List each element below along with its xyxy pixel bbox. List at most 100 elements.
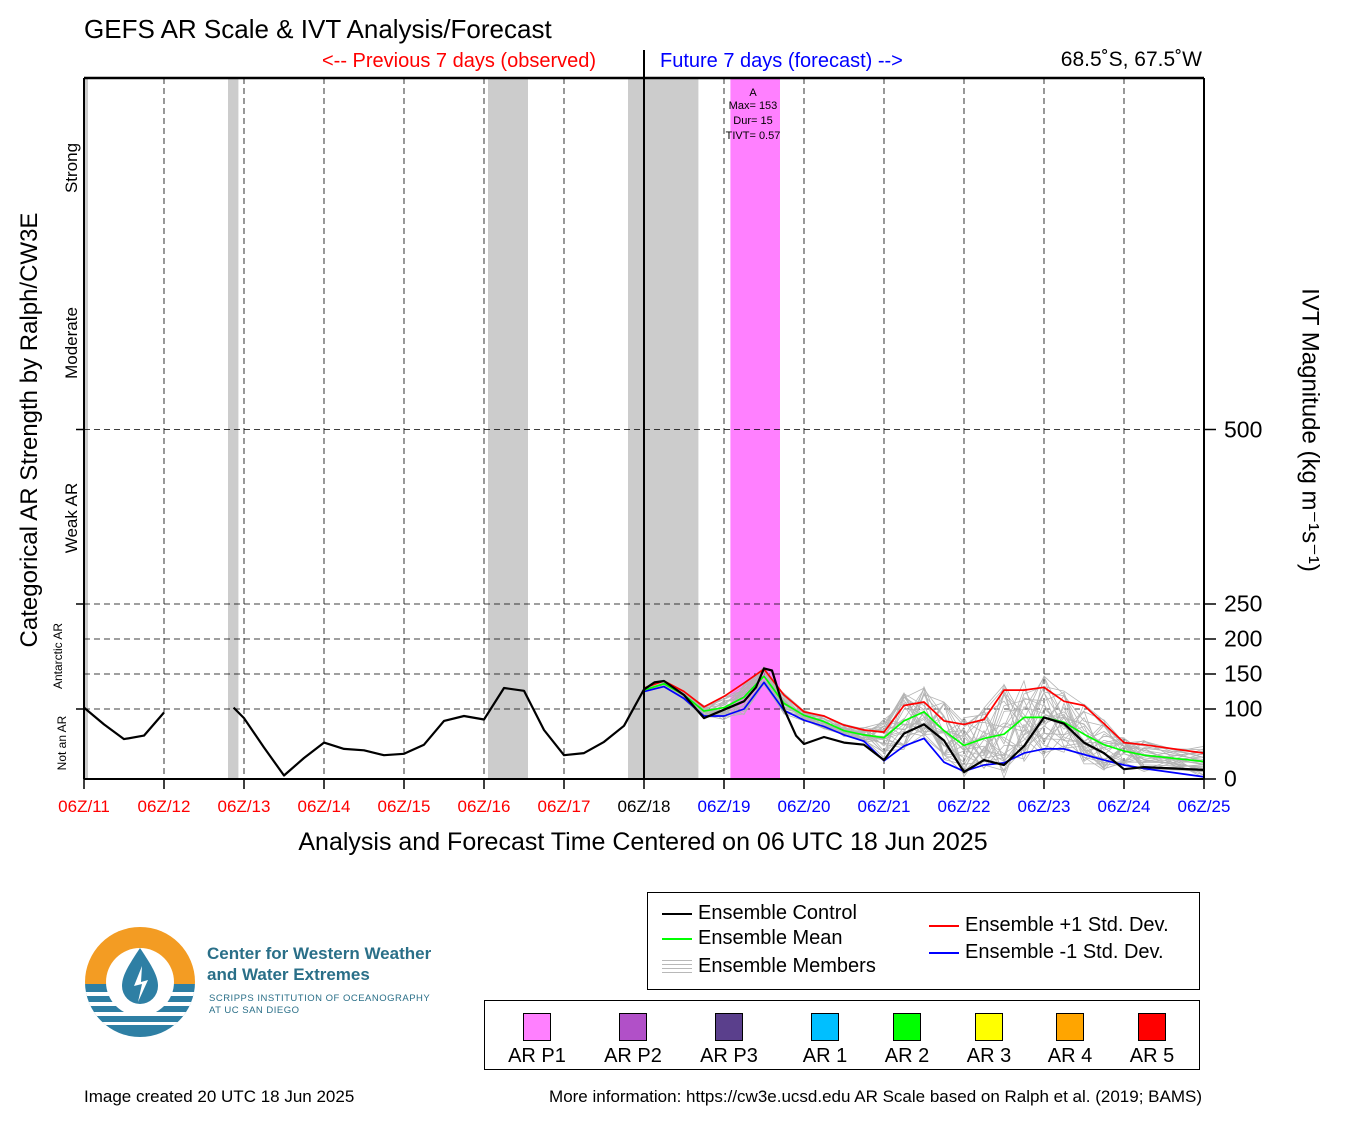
legend-mean-label: Ensemble Mean bbox=[698, 927, 843, 949]
ar-event-max: Max= 153 bbox=[728, 100, 778, 112]
y-tick-500: 500 bbox=[1224, 416, 1263, 443]
y-tick-0: 0 bbox=[1224, 765, 1237, 792]
ar-cat-4-swatch bbox=[1056, 1013, 1084, 1041]
legend-members: Ensemble Members bbox=[662, 955, 876, 978]
ensemble-member-line-20 bbox=[643, 683, 1205, 773]
legend-minus-sd: Ensemble -1 Std. Dev. bbox=[929, 941, 1164, 964]
x-tick-label: 06Z/25 bbox=[1177, 797, 1231, 816]
gray-period-2 bbox=[488, 78, 528, 779]
ar-cat-2: AR 2 bbox=[866, 1001, 948, 1068]
x-tick-label: 06Z/15 bbox=[377, 797, 431, 816]
legend-plus-sd-label: Ensemble +1 Std. Dev. bbox=[965, 914, 1169, 936]
x-tick-label: 06Z/17 bbox=[537, 797, 591, 816]
ar-cat-p2-swatch bbox=[619, 1013, 647, 1041]
legend-plus-sd: Ensemble +1 Std. Dev. bbox=[929, 914, 1169, 937]
ar-cat-3-label: AR 3 bbox=[966, 1045, 1012, 1067]
cw3e-logo bbox=[84, 926, 196, 1038]
ensemble-member-line-22 bbox=[643, 676, 1205, 774]
x-tick-label: 06Z/14 bbox=[297, 797, 351, 816]
ar-cat-1-swatch bbox=[811, 1013, 839, 1041]
x-tick-label: 06Z/11 bbox=[58, 797, 110, 816]
ar-cat-1-label: AR 1 bbox=[802, 1045, 848, 1067]
x-tick-label: 06Z/23 bbox=[1017, 797, 1071, 816]
x-tick-label: 06Z/20 bbox=[777, 797, 831, 816]
y-tick-150: 150 bbox=[1224, 660, 1263, 687]
x-tick-label: 06Z/22 bbox=[937, 797, 991, 816]
ar-event-label: A bbox=[749, 87, 757, 99]
ar-cat-p3-swatch bbox=[715, 1013, 743, 1041]
org-name-line1: Center for Western Weather bbox=[207, 944, 432, 963]
legend-minus-sd-label: Ensemble -1 Std. Dev. bbox=[965, 941, 1164, 963]
ensemble-member-line-27 bbox=[643, 675, 1205, 771]
category-weak: Weak AR bbox=[62, 482, 81, 554]
x-tick-label: 06Z/13 bbox=[217, 797, 271, 816]
ar-category-legend: AR P1 AR P2 AR P3 AR 1 AR 2 AR 3 AR 4 AR… bbox=[484, 1000, 1200, 1070]
legend-control-swatch bbox=[662, 912, 692, 915]
org-subtitle: SCRIPPS INSTITUTION OF OCEANOGRAPHY AT U… bbox=[209, 993, 430, 1017]
category-antarctic: Antarctic AR bbox=[51, 622, 65, 690]
ar-event-tivt: TIVT= 0.57 bbox=[725, 130, 781, 142]
legend-minus-sd-swatch bbox=[929, 951, 959, 954]
x-tick-label: 06Z/24 bbox=[1097, 797, 1151, 816]
legend-control-label: Ensemble Control bbox=[698, 902, 857, 924]
ensemble-member-line-21 bbox=[643, 670, 1205, 772]
legend-members-swatch bbox=[662, 959, 692, 974]
gray-period-0 bbox=[84, 78, 88, 779]
ensemble-1-std-dev--line-0 bbox=[643, 668, 1205, 754]
x-axis-title: Analysis and Forecast Time Centered on 0… bbox=[298, 828, 988, 856]
footer-created: Image created 20 UTC 18 Jun 2025 bbox=[84, 1087, 355, 1106]
location-label: 68.5˚S, 67.5˚W bbox=[1060, 48, 1202, 71]
category-not-ar: Not an AR bbox=[55, 715, 69, 771]
right-axis-title: IVT Magnitude (kg m⁻¹s⁻¹) bbox=[1296, 288, 1324, 572]
ensemble-member-line-17 bbox=[643, 665, 1205, 779]
ar-cat-4: AR 4 bbox=[1029, 1001, 1111, 1068]
future-days-label: Future 7 days (forecast) --> bbox=[660, 50, 903, 72]
ar-cat-5: AR 5 bbox=[1111, 1001, 1193, 1068]
ar-cat-3-swatch bbox=[975, 1013, 1003, 1041]
ar-cat-1: AR 1 bbox=[784, 1001, 866, 1068]
ar-cat-p1-label: AR P1 bbox=[508, 1045, 566, 1067]
gray-period-1 bbox=[228, 78, 239, 779]
category-moderate: Moderate bbox=[62, 307, 81, 379]
ar-cat-4-label: AR 4 bbox=[1047, 1045, 1093, 1067]
ar-cat-p3-label: AR P3 bbox=[700, 1045, 758, 1067]
org-sub-line2: AT UC SAN DIEGO bbox=[209, 1005, 300, 1016]
ar-cat-5-label: AR 5 bbox=[1129, 1045, 1175, 1067]
y-tick-200: 200 bbox=[1224, 625, 1263, 652]
gray-period-3 bbox=[628, 78, 699, 779]
left-axis-title: Categorical AR Strength by Ralph/CW3E bbox=[16, 212, 43, 648]
ar-cat-2-swatch bbox=[893, 1013, 921, 1041]
x-tick-label: 06Z/21 bbox=[857, 797, 911, 816]
ar-cat-5-swatch bbox=[1138, 1013, 1166, 1041]
org-sub-line1: SCRIPPS INSTITUTION OF OCEANOGRAPHY bbox=[209, 993, 431, 1004]
x-tick-label: 06Z/16 bbox=[457, 797, 511, 816]
ar-event-annotation: A Max= 153 Dur= 15 TIVT= 0.57 bbox=[726, 86, 781, 144]
ensemble-mean-line-0 bbox=[643, 675, 1205, 763]
ar-cat-p1-swatch bbox=[523, 1013, 551, 1041]
previous-days-label: <-- Previous 7 days (observed) bbox=[322, 50, 597, 72]
y-tick-250: 250 bbox=[1224, 590, 1263, 617]
legend-plus-sd-swatch bbox=[929, 924, 959, 927]
legend-control: Ensemble Control bbox=[662, 902, 857, 925]
footer-more-info: More information: https://cw3e.ucsd.edu … bbox=[549, 1087, 1202, 1106]
ar-cat-p1: AR P1 bbox=[496, 1001, 578, 1068]
ar-cat-p3: AR P3 bbox=[688, 1001, 770, 1068]
ar-event-dur: Dur= 15 bbox=[733, 115, 773, 127]
ensemble-1-std-dev--line-0 bbox=[643, 681, 1205, 778]
ensemble-control-line-1 bbox=[232, 667, 1205, 777]
series-legend: Ensemble Control Ensemble Mean Ensemble … bbox=[647, 892, 1200, 990]
chart-title: GEFS AR Scale & IVT Analysis/Forecast bbox=[84, 14, 552, 44]
ar-cat-3: AR 3 bbox=[948, 1001, 1030, 1068]
org-name: Center for Western Weather and Water Ext… bbox=[207, 943, 431, 985]
org-name-line2: and Water Extremes bbox=[207, 965, 370, 984]
y-tick-100: 100 bbox=[1224, 695, 1263, 722]
x-tick-label: 06Z/18 bbox=[617, 797, 671, 816]
x-tick-label: 06Z/12 bbox=[137, 797, 191, 816]
legend-members-label: Ensemble Members bbox=[698, 955, 876, 977]
legend-mean: Ensemble Mean bbox=[662, 927, 843, 950]
ar-cat-p2-label: AR P2 bbox=[604, 1045, 662, 1067]
ar-period-A bbox=[730, 78, 780, 779]
ar-cat-2-label: AR 2 bbox=[884, 1045, 930, 1067]
category-strong: Strong bbox=[62, 142, 81, 194]
